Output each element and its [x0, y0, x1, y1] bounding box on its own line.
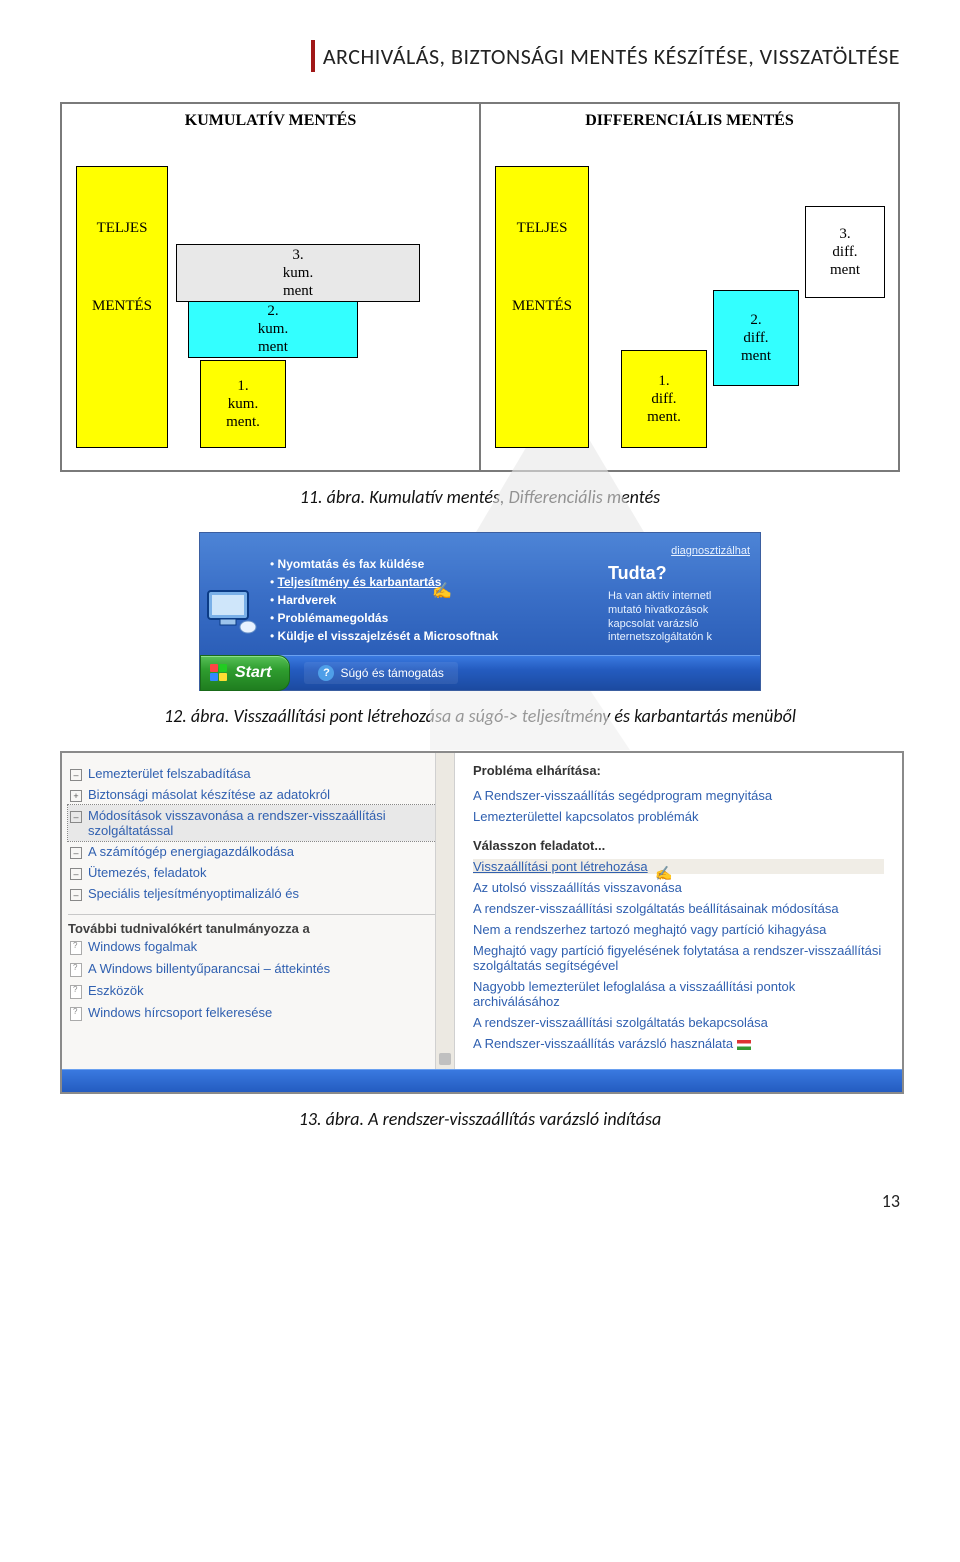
task-link[interactable]: Nagyobb lemezterület lefoglalása a vissz… [473, 979, 884, 1009]
header-title: ARCHIVÁLÁS, BIZTONSÁGI MENTÉS KÉSZÍTÉSE,… [323, 43, 900, 70]
collapse-icon: – [70, 868, 82, 880]
help-nav-item[interactable]: –Ütemezés, feladatok [68, 862, 448, 883]
help-nav-item[interactable]: + Biztonsági másolat készítése az adatokr… [68, 784, 448, 805]
figure-13-help-center: –Lemezterület felszabadítása+Biztonsági … [60, 751, 904, 1094]
help-topic-item[interactable]: Hardverek [270, 591, 590, 609]
box-kum1: 1. kum. ment. [200, 360, 286, 448]
help-nav-label: A számítógép energiagazdálkodása [88, 844, 312, 859]
help-content-panel: Probléma elhárítása: A Rendszer-visszaál… [455, 753, 902, 1069]
box-teljes-kum: TELJES MENTÉS [76, 166, 168, 448]
cursor-icon: ✍ [432, 581, 452, 601]
monitor-icon [206, 589, 258, 635]
taskbar-item-label: Súgó és támogatás [340, 666, 443, 680]
help-topic-item[interactable]: Teljesítmény és karbantartás [270, 573, 590, 591]
help-nav-item[interactable]: –Módosítások visszavonása a rendszer-vis… [68, 805, 448, 841]
box-kum3: 3. kum. ment [176, 244, 420, 302]
did-you-know-title: Tudta? [608, 563, 750, 584]
page-number: 13 [60, 1190, 900, 1212]
help-topic-item[interactable]: Nyomtatás és fax küldése [270, 555, 590, 573]
document-icon [70, 985, 82, 999]
help-topic-item[interactable]: Problémamegoldás [270, 609, 590, 627]
help-nav-label: Eszközök [88, 983, 144, 998]
task-link[interactable]: Visszaállítási pont létrehozása [473, 859, 884, 874]
header-accent-bar [311, 40, 315, 72]
did-you-know-body: Ha van aktív internetl mutató hivatkozás… [608, 590, 750, 645]
help-nav-doc[interactable]: Eszközök [68, 980, 448, 1002]
expand-icon: + [70, 790, 82, 802]
help-topics-list: Nyomtatás és fax küldése Teljesítmény és… [270, 555, 590, 645]
label-mentes: MENTÉS [92, 297, 152, 315]
box-teljes-diff: TELJES MENTÉS [495, 166, 589, 448]
help-nav-label: Módosítások visszavonása a rendszer-viss… [88, 808, 446, 838]
help-nav-item[interactable]: –Speciális teljesítményoptimalizáló és [68, 883, 448, 904]
start-button[interactable]: Start [200, 655, 290, 691]
help-icon: ? [318, 665, 334, 681]
help-nav-label: Lemezterület felszabadítása [88, 766, 269, 781]
document-icon [70, 941, 82, 955]
help-nav-doc[interactable]: Windows fogalmak [68, 936, 448, 958]
label-teljes: TELJES [97, 219, 148, 237]
box-diff2: 2. diff. ment [713, 290, 799, 386]
task-link[interactable]: A Rendszer-visszaállítás varázsló haszná… [473, 1036, 884, 1051]
help-link[interactable]: Lemezterülettel kapcsolatos problémák [473, 809, 884, 824]
help-nav-subtitle: További tudnivalókért tanulmányozza a [68, 914, 448, 936]
help-nav-doc[interactable]: A Windows billentyűparancsai – áttekinté… [68, 958, 448, 980]
box-diff1: 1. diff. ment. [621, 350, 707, 448]
help-nav-item[interactable]: –A számítógép energiagazdálkodása [68, 841, 448, 862]
task-link[interactable]: Nem a rendszerhez tartozó meghajtó vagy … [473, 922, 884, 937]
figure-12-caption: 12. ábra. Visszaállítási pont létrehozás… [60, 705, 900, 727]
help-link[interactable]: A Rendszer-visszaállítás segédprogram me… [473, 788, 884, 803]
collapse-icon: – [70, 811, 82, 823]
taskbar: Start ? Súgó és támogatás [200, 655, 760, 690]
problem-fix-heading: Probléma elhárítása: [473, 763, 884, 778]
help-topics-panel: Nyomtatás és fax küldése Teljesítmény és… [200, 539, 602, 655]
did-you-know-panel: diagnosztizálhat Tudta? Ha van aktív int… [602, 539, 760, 655]
help-nav-item[interactable]: –Lemezterület felszabadítása [68, 763, 448, 784]
box-diff3: 3. diff. ment [805, 206, 885, 298]
collapse-icon: – [70, 847, 82, 859]
document-icon [70, 963, 82, 977]
start-label: Start [235, 664, 271, 682]
taskbar-strip [62, 1069, 902, 1092]
help-nav-label: A Windows billentyűparancsai – áttekinté… [88, 961, 330, 976]
windows-flag-icon [209, 663, 229, 683]
task-link[interactable]: Az utolsó visszaállítás visszavonása [473, 880, 884, 895]
help-nav-label: Biztonsági másolat készítése az adatokró… [88, 787, 348, 802]
panel-kumulativ: KUMULATÍV MENTÉS TELJES MENTÉS 1. kum. m… [62, 104, 479, 470]
box-kum2: 2. kum. ment [188, 300, 358, 358]
task-link[interactable]: A rendszer-visszaállítási szolgáltatás b… [473, 901, 884, 916]
figure-12-window: Nyomtatás és fax küldése Teljesítmény és… [199, 532, 761, 691]
document-icon [70, 1007, 82, 1021]
help-nav-doc[interactable]: Windows hírcsoport felkeresése [68, 1002, 448, 1024]
help-nav-label: Windows fogalmak [88, 939, 197, 954]
figure-11-caption: 11. ábra. Kumulatív mentés, Differenciál… [60, 486, 900, 508]
label-teljes-2: TELJES [517, 219, 568, 237]
help-nav-label: Ütemezés, feladatok [88, 865, 225, 880]
help-nav-panel: –Lemezterület felszabadítása+Biztonsági … [62, 753, 455, 1069]
page-header: ARCHIVÁLÁS, BIZTONSÁGI MENTÉS KÉSZÍTÉSE,… [60, 40, 900, 72]
collapse-icon: – [70, 769, 82, 781]
taskbar-item-help[interactable]: ? Súgó és támogatás [304, 662, 457, 684]
panel-differencialis: DIFFERENCIÁLIS MENTÉS TELJES MENTÉS 1. d… [479, 104, 898, 470]
help-topic-item[interactable]: Küldje el visszajelzését a Microsoftnak [270, 627, 590, 645]
panel-left-title: KUMULATÍV MENTÉS [62, 112, 479, 130]
flag-icon [737, 1040, 751, 1050]
scrollbar[interactable] [435, 753, 454, 1069]
figure-13-caption: 13. ábra. A rendszer-visszaállítás varáz… [60, 1108, 900, 1130]
help-nav-label: Speciális teljesítményoptimalizáló és [88, 886, 317, 901]
diagnose-link[interactable]: diagnosztizálhat [608, 545, 750, 557]
collapse-icon: – [70, 889, 82, 901]
panel-right-title: DIFFERENCIÁLIS MENTÉS [481, 112, 898, 130]
label-mentes-2: MENTÉS [512, 297, 572, 315]
task-link[interactable]: A rendszer-visszaállítási szolgáltatás b… [473, 1015, 884, 1030]
task-link[interactable]: Meghajtó vagy partíció figyelésének foly… [473, 943, 884, 973]
figure-11-diagram: KUMULATÍV MENTÉS TELJES MENTÉS 1. kum. m… [60, 102, 900, 472]
choose-task-heading: Válasszon feladatot... [473, 838, 884, 853]
help-nav-label: Windows hírcsoport felkeresése [88, 1005, 272, 1020]
